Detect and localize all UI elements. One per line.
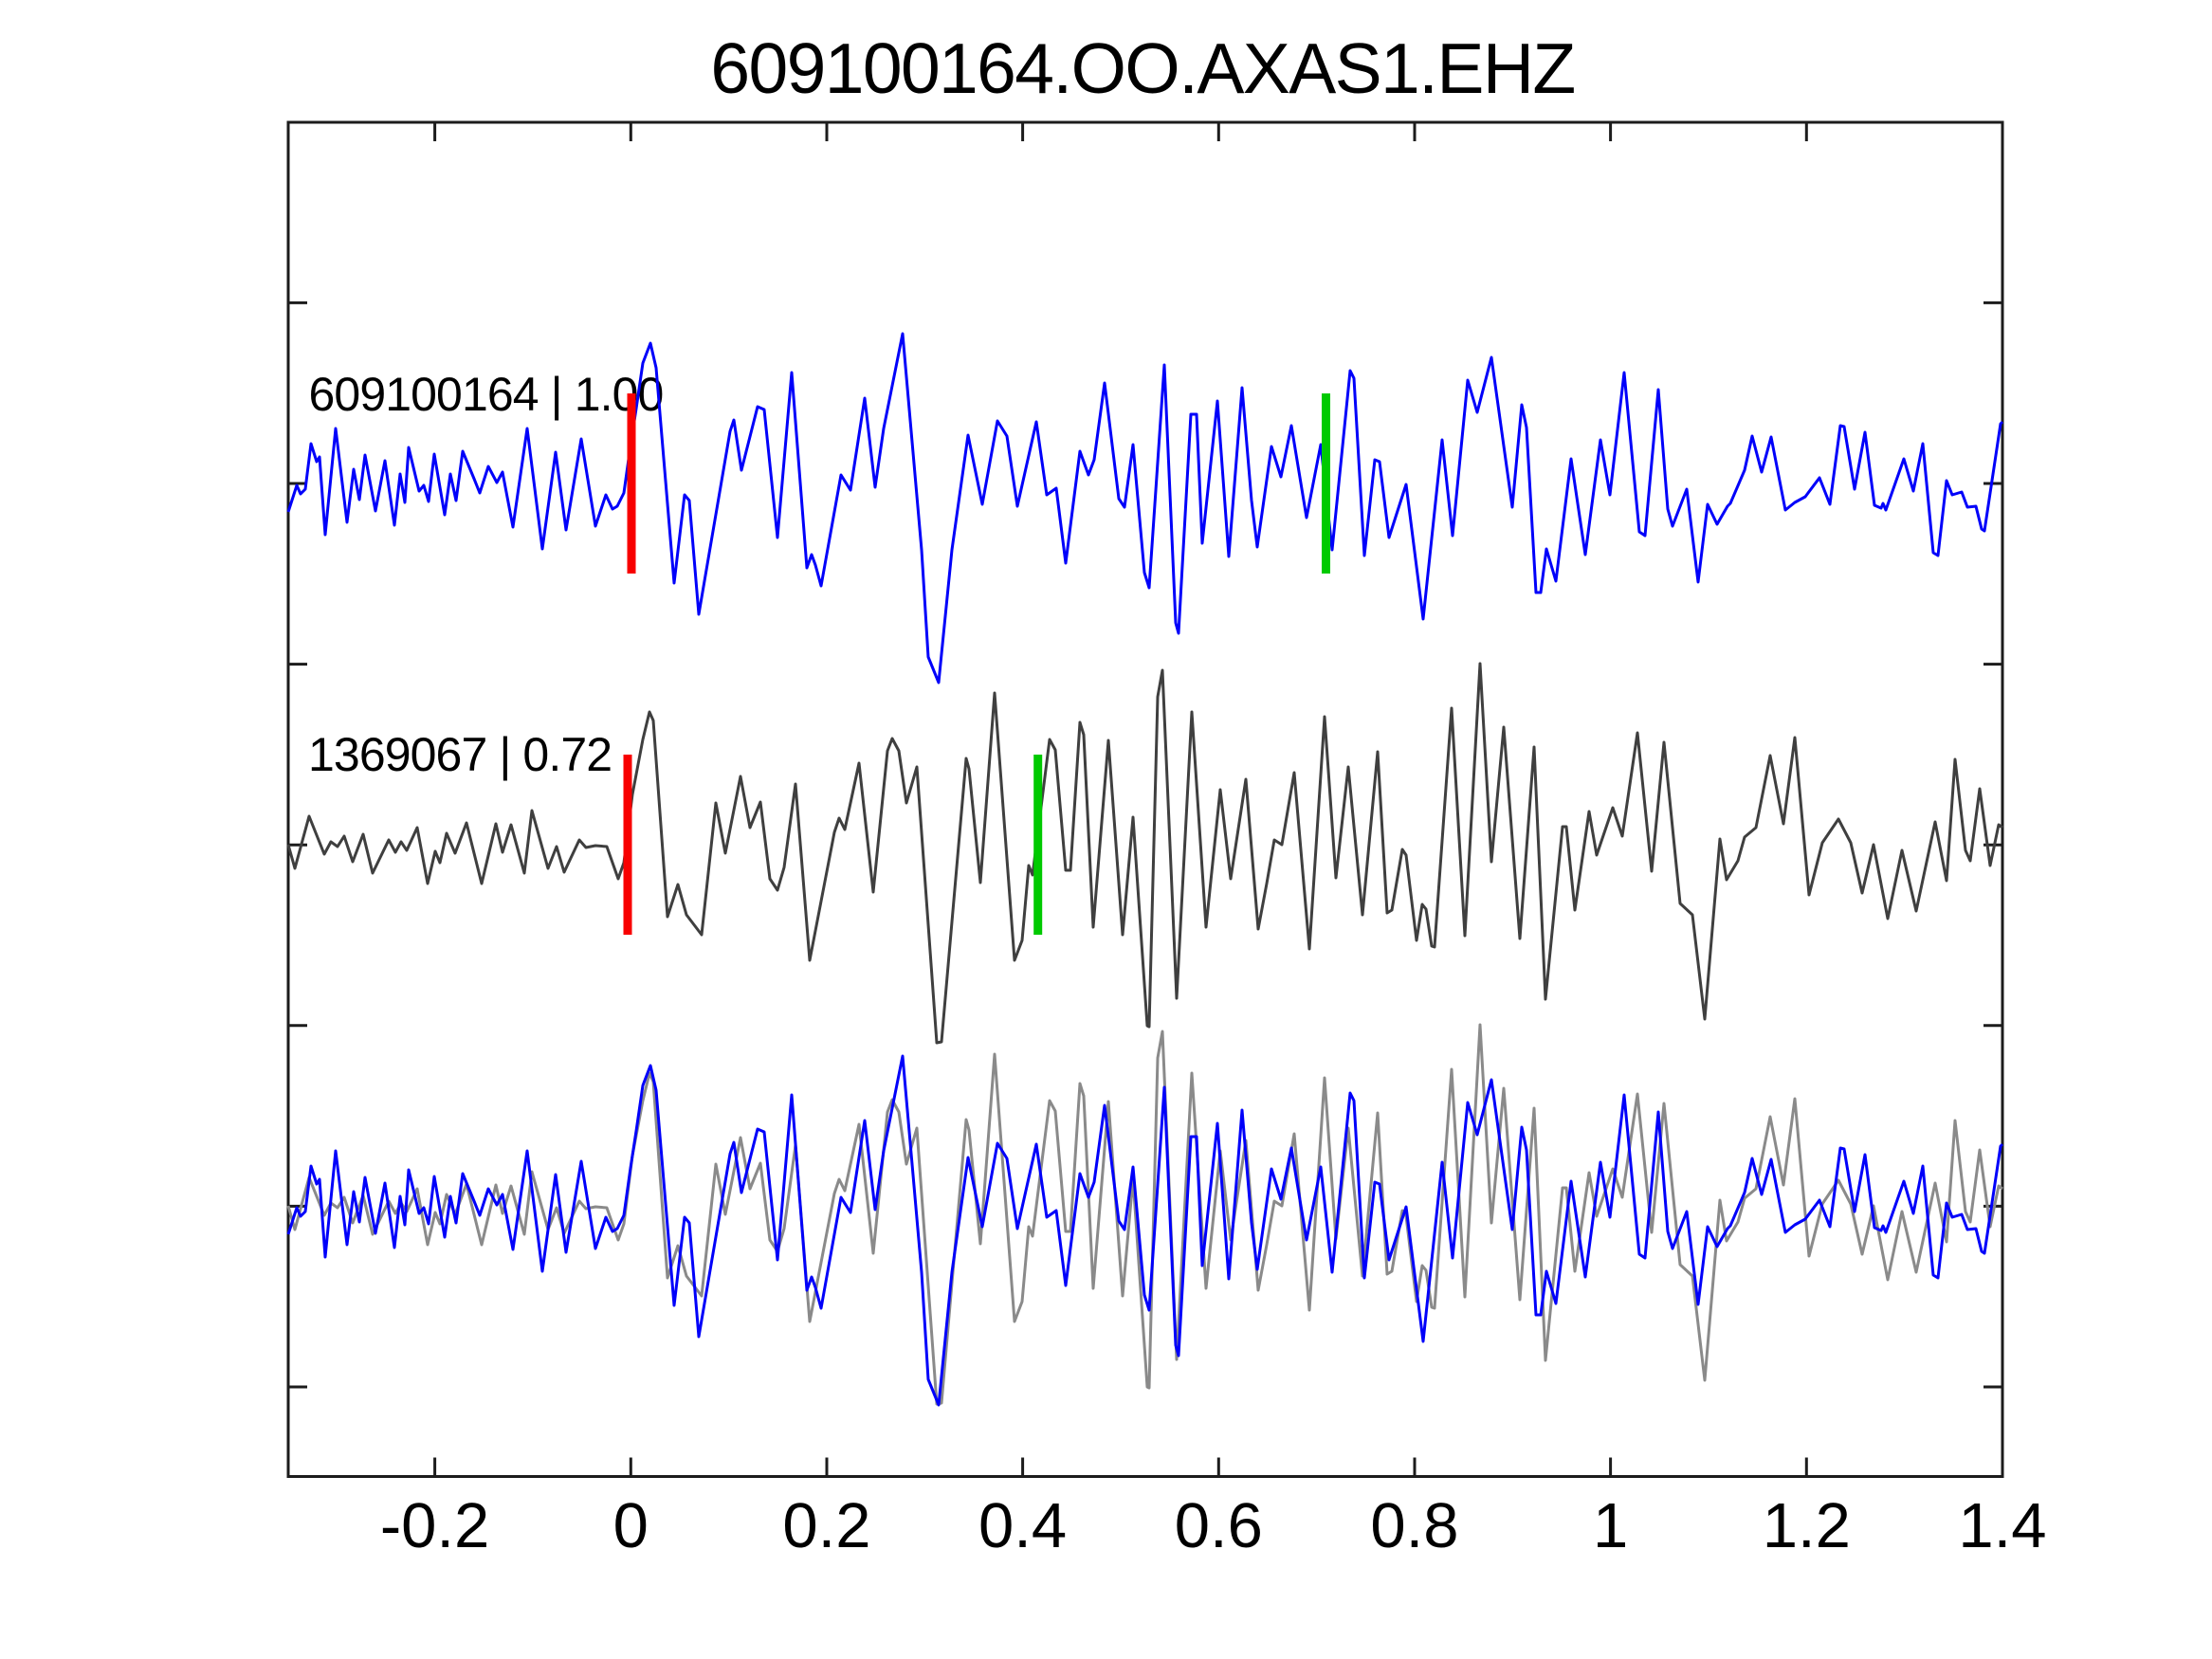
svg-text:0.8: 0.8 <box>1370 1490 1458 1561</box>
svg-text:609100164.OO.AXAS1.EHZ: 609100164.OO.AXAS1.EHZ <box>710 28 1574 108</box>
svg-text:0.6: 0.6 <box>1175 1490 1263 1561</box>
svg-text:1.2: 1.2 <box>1763 1490 1851 1561</box>
svg-text:0.2: 0.2 <box>782 1490 870 1561</box>
svg-text:1.4: 1.4 <box>1958 1490 2046 1561</box>
svg-text:1: 1 <box>1593 1490 1628 1561</box>
svg-text:0.4: 0.4 <box>978 1490 1067 1561</box>
svg-text:0: 0 <box>613 1490 649 1561</box>
svg-text:609100164 | 1.00: 609100164 | 1.00 <box>309 368 664 421</box>
svg-text:-0.2: -0.2 <box>380 1490 489 1561</box>
svg-text:1369067 | 0.72: 1369067 | 0.72 <box>308 728 612 781</box>
